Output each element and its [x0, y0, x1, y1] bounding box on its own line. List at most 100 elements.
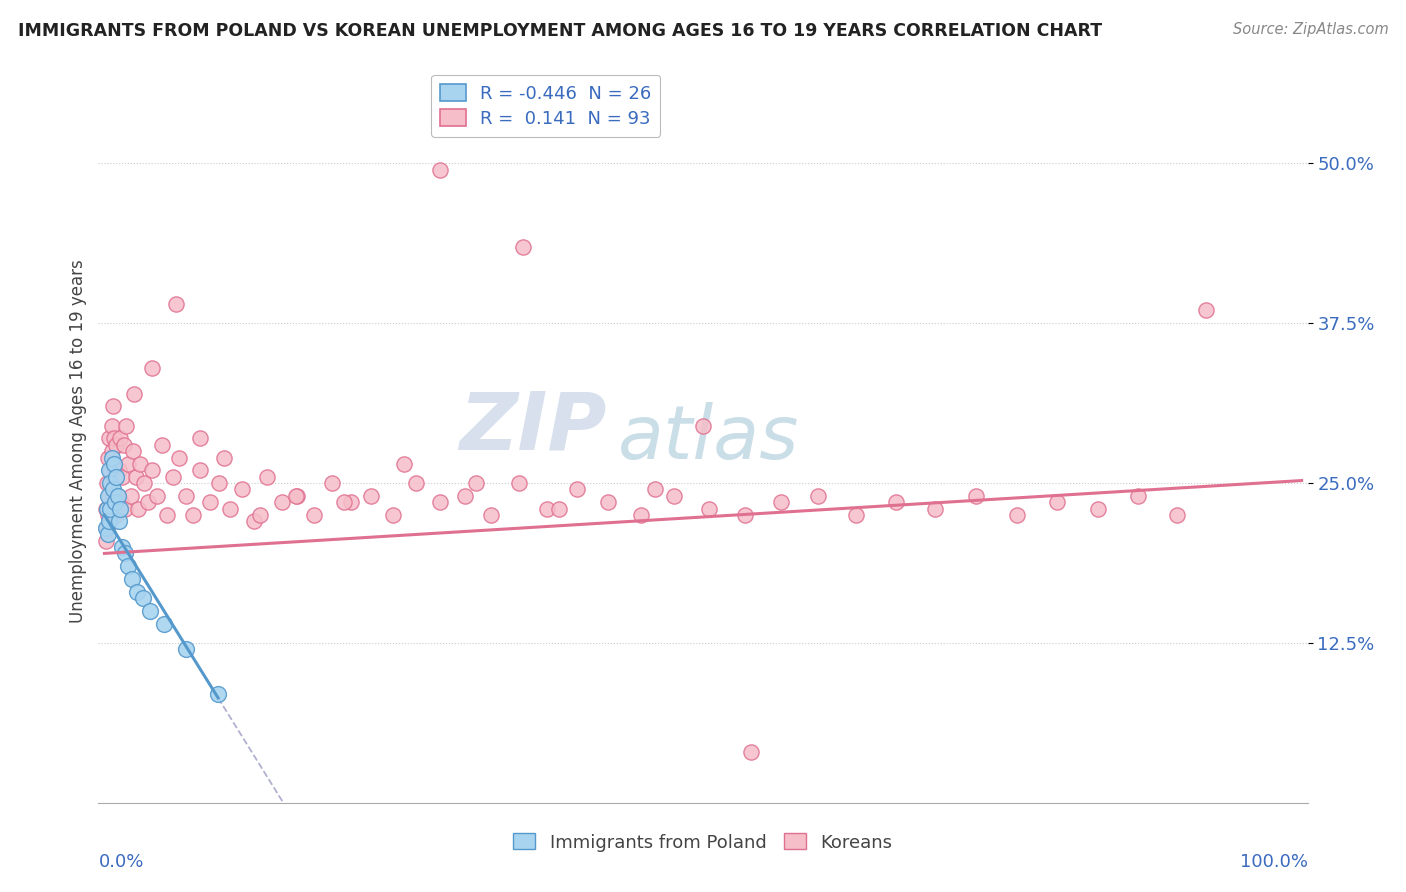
Text: Source: ZipAtlas.com: Source: ZipAtlas.com [1233, 22, 1389, 37]
Point [108, 501, 131, 516]
Point [174, 489, 197, 503]
Point [212, 450, 235, 465]
Point [96, 476, 118, 491]
Point [734, 508, 756, 522]
Point [120, 489, 142, 503]
Point [1087, 501, 1109, 516]
Point [454, 489, 477, 503]
Point [664, 489, 686, 503]
Point [231, 483, 253, 497]
Point [107, 463, 129, 477]
Point [97, 527, 120, 541]
Point [1195, 303, 1218, 318]
Point [94, 521, 117, 535]
Point [111, 469, 134, 483]
Point [181, 508, 204, 522]
Legend: Immigrants from Poland, Koreans: Immigrants from Poland, Koreans [506, 826, 900, 859]
Point [104, 495, 127, 509]
Point [162, 469, 184, 483]
Point [769, 495, 792, 509]
Point [1166, 508, 1188, 522]
Point [188, 463, 211, 477]
Point [105, 438, 128, 452]
Point [132, 476, 155, 491]
Point [156, 508, 179, 522]
Point [100, 418, 122, 433]
Point [405, 476, 427, 491]
Point [536, 501, 558, 516]
Point [165, 297, 187, 311]
Point [333, 495, 356, 509]
Point [146, 489, 169, 503]
Point [153, 616, 176, 631]
Point [150, 438, 173, 452]
Point [127, 501, 149, 516]
Point [100, 501, 122, 516]
Text: atlas: atlas [619, 402, 800, 474]
Point [132, 591, 155, 606]
Point [100, 450, 122, 465]
Point [105, 469, 128, 483]
Point [243, 515, 266, 529]
Point [321, 476, 343, 491]
Text: 0.0%: 0.0% [98, 854, 143, 871]
Point [124, 386, 146, 401]
Point [100, 444, 122, 458]
Point [845, 508, 868, 522]
Point [219, 501, 242, 516]
Point [111, 540, 134, 554]
Point [107, 489, 129, 503]
Point [256, 469, 278, 483]
Point [429, 162, 451, 177]
Point [207, 687, 229, 701]
Point [117, 559, 139, 574]
Point [100, 463, 122, 477]
Point [101, 483, 124, 497]
Point [285, 489, 308, 503]
Point [630, 508, 652, 522]
Point [464, 476, 486, 491]
Point [112, 438, 135, 452]
Point [96, 521, 118, 535]
Point [598, 495, 620, 509]
Point [101, 489, 124, 503]
Point [124, 469, 146, 483]
Point [136, 495, 159, 509]
Point [98, 463, 121, 477]
Point [302, 508, 325, 522]
Point [479, 508, 502, 522]
Text: IMMIGRANTS FROM POLAND VS KOREAN UNEMPLOYMENT AMONG AGES 16 TO 19 YEARS CORRELAT: IMMIGRANTS FROM POLAND VS KOREAN UNEMPLO… [18, 22, 1102, 40]
Point [98, 489, 121, 503]
Point [139, 604, 162, 618]
Point [174, 642, 197, 657]
Point [103, 469, 125, 483]
Point [117, 457, 139, 471]
Point [697, 501, 720, 516]
Point [105, 508, 128, 522]
Point [249, 508, 271, 522]
Point [98, 431, 121, 445]
Point [97, 508, 120, 522]
Point [96, 501, 118, 516]
Point [208, 476, 231, 491]
Point [884, 495, 907, 509]
Text: ZIP: ZIP [458, 388, 606, 467]
Point [340, 495, 363, 509]
Point [110, 495, 132, 509]
Point [381, 508, 404, 522]
Y-axis label: Unemployment Among Ages 16 to 19 years: Unemployment Among Ages 16 to 19 years [69, 260, 87, 624]
Point [141, 361, 163, 376]
Point [100, 476, 122, 491]
Point [100, 501, 122, 516]
Point [807, 489, 830, 503]
Point [101, 400, 124, 414]
Point [107, 515, 129, 529]
Point [198, 495, 221, 509]
Point [965, 489, 987, 503]
Point [107, 489, 129, 503]
Point [392, 457, 415, 471]
Point [98, 515, 121, 529]
Point [103, 431, 125, 445]
Point [644, 483, 666, 497]
Point [548, 501, 571, 516]
